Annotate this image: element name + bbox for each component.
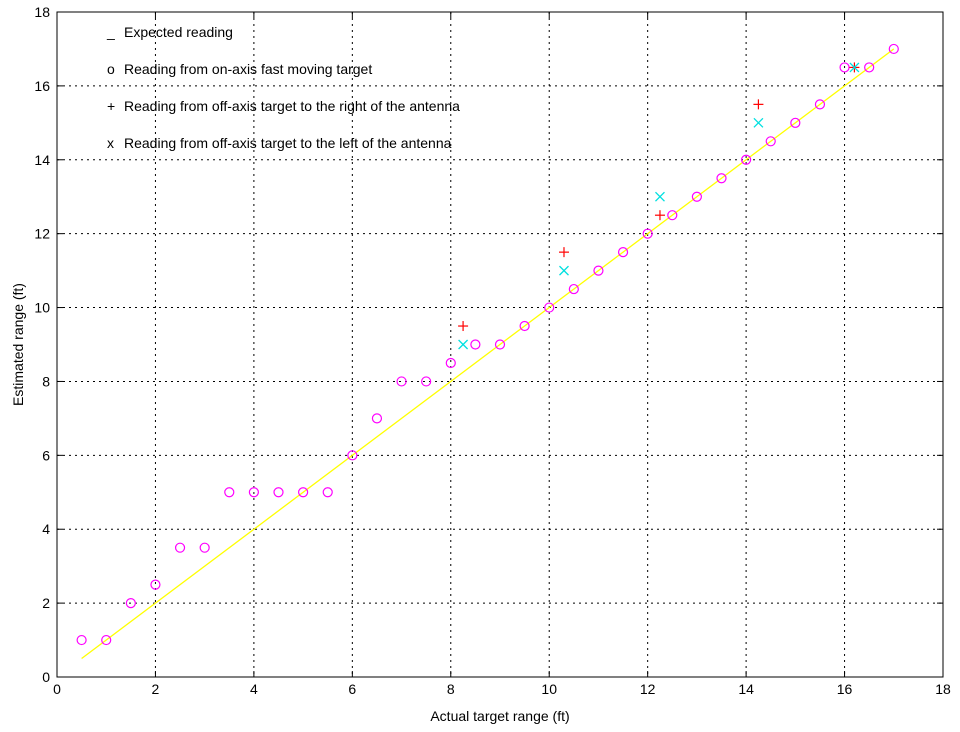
on-axis-point <box>421 376 432 387</box>
y-tick-label: 8 <box>42 373 50 389</box>
y-tick-label: 2 <box>42 595 50 611</box>
y-tick-label: 16 <box>34 78 50 94</box>
legend-item: o Reading from on-axis fast moving target <box>107 61 372 77</box>
series-left <box>458 62 860 350</box>
on-axis-point <box>765 136 776 147</box>
y-tick-label: 14 <box>34 152 50 168</box>
on-axis-point <box>298 487 309 498</box>
off-axis-left-point <box>849 62 860 73</box>
legend-label: Reading from off-axis target to the left… <box>124 135 452 151</box>
x-tick-label: 2 <box>152 681 160 697</box>
on-axis-point <box>519 320 530 332</box>
expected-reading-line <box>81 48 895 660</box>
on-axis-point <box>199 542 210 553</box>
x-tick-label: 16 <box>837 681 853 697</box>
y-tick-label: 6 <box>42 447 50 463</box>
y-tick-label: 18 <box>34 4 50 20</box>
on-axis-point <box>790 117 801 128</box>
off-axis-right-point <box>753 99 764 110</box>
y-tick-label: 4 <box>42 521 50 537</box>
on-axis-point <box>101 634 112 646</box>
legend-symbol: + <box>107 98 115 114</box>
x-tick-label: 18 <box>935 681 951 697</box>
legend-symbol: o <box>107 61 115 77</box>
off-axis-right-point <box>654 210 665 221</box>
series-onaxis <box>76 43 899 646</box>
on-axis-point <box>568 283 579 295</box>
cross-b <box>753 117 764 128</box>
on-axis-point <box>716 173 727 184</box>
on-axis-point <box>839 62 850 73</box>
cross-b <box>458 339 469 350</box>
axis-ticks: 0 2 4 6 8 10 12 14 16 18 0 2 4 6 8 10 12 14 16 18 <box>34 4 951 697</box>
on-axis-point <box>642 228 653 239</box>
x-tick-label: 8 <box>447 681 455 697</box>
grid-lines <box>57 12 943 677</box>
on-axis-point <box>667 210 678 221</box>
on-axis-point <box>888 43 899 55</box>
x-tick-label: 6 <box>348 681 356 697</box>
on-axis-point <box>396 376 407 387</box>
x-tick-label: 4 <box>250 681 258 697</box>
on-axis-point <box>617 247 629 258</box>
on-axis-point <box>814 99 826 110</box>
x-tick-label: 0 <box>53 681 61 697</box>
legend-item: _ Expected reading <box>106 24 233 40</box>
legend-label: Expected reading <box>124 24 233 40</box>
on-axis-point <box>76 634 87 646</box>
on-axis-point <box>470 339 481 350</box>
plot-frame <box>56 11 944 678</box>
data-series <box>76 43 899 660</box>
on-axis-point <box>741 154 752 165</box>
series-expected <box>81 48 895 660</box>
legend-label: Reading from on-axis fast moving target <box>124 61 372 77</box>
on-axis-point <box>125 598 136 609</box>
on-axis-point <box>445 357 456 369</box>
y-tick-label: 0 <box>42 669 50 685</box>
y-tick-label: 12 <box>34 226 50 242</box>
legend-symbol: x <box>107 135 114 151</box>
off-axis-left-point <box>753 117 764 128</box>
x-tick-label: 14 <box>738 681 754 697</box>
cross-b <box>559 265 569 276</box>
cross-b <box>655 191 665 202</box>
on-axis-point <box>150 579 161 590</box>
legend-symbol: _ <box>106 24 115 40</box>
on-axis-point <box>347 450 358 461</box>
y-axis-label: Estimated range (ft) <box>10 283 26 406</box>
legend-label: Reading from off-axis target to the righ… <box>124 98 460 114</box>
on-axis-point <box>864 62 875 73</box>
on-axis-point <box>691 191 702 202</box>
on-axis-point <box>494 339 506 350</box>
off-axis-right-point <box>558 247 569 258</box>
cross-b <box>849 62 860 73</box>
on-axis-point <box>224 487 235 498</box>
x-tick-label: 10 <box>541 681 557 697</box>
on-axis-point <box>174 542 186 553</box>
off-axis-right-point <box>458 321 469 332</box>
on-axis-point <box>322 487 333 498</box>
off-axis-left-point <box>559 265 569 276</box>
on-axis-point <box>593 265 604 276</box>
on-axis-point <box>371 413 383 424</box>
legend: _ Expected reading o Reading from on-axis f… <box>106 24 460 151</box>
legend-item: x Reading from off-axis target to the lef… <box>107 135 452 151</box>
x-axis-label: Actual target range (ft) <box>430 708 569 724</box>
on-axis-point <box>248 487 259 498</box>
on-axis-point <box>544 302 555 313</box>
x-tick-label: 12 <box>640 681 656 697</box>
off-axis-left-point <box>655 191 665 202</box>
y-tick-label: 10 <box>34 300 50 316</box>
legend-item: + Reading from off-axis target to the rig… <box>107 98 460 114</box>
off-axis-left-point <box>458 339 469 350</box>
on-axis-point <box>273 487 284 498</box>
